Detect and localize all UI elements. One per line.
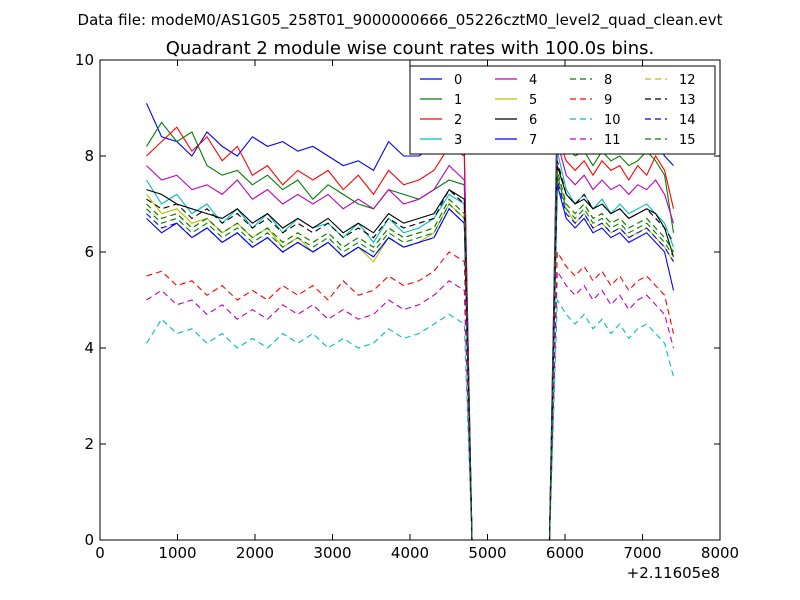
legend-label-2: 2 bbox=[454, 113, 462, 128]
y-tick-label: 6 bbox=[84, 243, 94, 261]
legend-label-13: 13 bbox=[679, 93, 696, 108]
series-line-6 bbox=[146, 165, 675, 541]
legend-box bbox=[409, 65, 716, 155]
series-line-11 bbox=[146, 269, 675, 541]
series-line-3 bbox=[146, 151, 675, 541]
legend-label-15: 15 bbox=[679, 133, 696, 148]
y-tick-label: 8 bbox=[84, 147, 94, 165]
plot-lines bbox=[145, 98, 675, 541]
series-line-1 bbox=[146, 112, 675, 541]
data-file-suptitle: Data file: modeM0/AS1G05_258T01_90000006… bbox=[78, 11, 723, 30]
legend-label-6: 6 bbox=[529, 113, 537, 128]
x-tick-label: 8000 bbox=[701, 544, 739, 562]
legend-label-14: 14 bbox=[679, 113, 696, 128]
legend-label-7: 7 bbox=[529, 133, 537, 148]
series-line-2 bbox=[146, 126, 675, 541]
y-tick-label: 4 bbox=[84, 339, 94, 357]
legend-label-1: 1 bbox=[454, 93, 462, 108]
series-line-9 bbox=[146, 250, 675, 541]
y-tick-label: 2 bbox=[84, 435, 94, 453]
legend-label-12: 12 bbox=[679, 73, 696, 88]
series-line-10 bbox=[146, 298, 675, 541]
x-tick-label: 7000 bbox=[623, 544, 661, 562]
series-line-5 bbox=[146, 175, 674, 541]
series-line-0 bbox=[145, 98, 674, 541]
legend-label-11: 11 bbox=[604, 133, 621, 148]
x-offset-label: +2.11605e8 bbox=[627, 564, 720, 582]
legend-label-3: 3 bbox=[454, 133, 462, 148]
x-tick-label: 1000 bbox=[158, 544, 196, 562]
legend-label-8: 8 bbox=[604, 73, 612, 88]
legend-label-9: 9 bbox=[604, 93, 612, 108]
legend-label-4: 4 bbox=[529, 73, 537, 88]
x-tick-label: 6000 bbox=[546, 544, 584, 562]
chart-title: Quadrant 2 module wise count rates with … bbox=[166, 38, 655, 59]
series-line-7 bbox=[146, 184, 675, 541]
series-line-4 bbox=[146, 141, 675, 541]
x-tick-label: 2000 bbox=[236, 544, 274, 562]
y-tick-label: 0 bbox=[84, 531, 94, 549]
x-tick-label: 5000 bbox=[468, 544, 506, 562]
series-line-14 bbox=[146, 179, 674, 541]
series-line-13 bbox=[146, 160, 674, 541]
series-line-15 bbox=[146, 170, 674, 541]
series-line-8 bbox=[146, 175, 674, 541]
x-tick-label: 3000 bbox=[313, 544, 351, 562]
legend-label-10: 10 bbox=[604, 113, 621, 128]
y-tick-label: 10 bbox=[75, 51, 94, 69]
legend-label-5: 5 bbox=[529, 93, 537, 108]
legend-label-0: 0 bbox=[454, 73, 462, 88]
x-tick-label: 0 bbox=[95, 544, 105, 562]
x-tick-label: 4000 bbox=[391, 544, 429, 562]
